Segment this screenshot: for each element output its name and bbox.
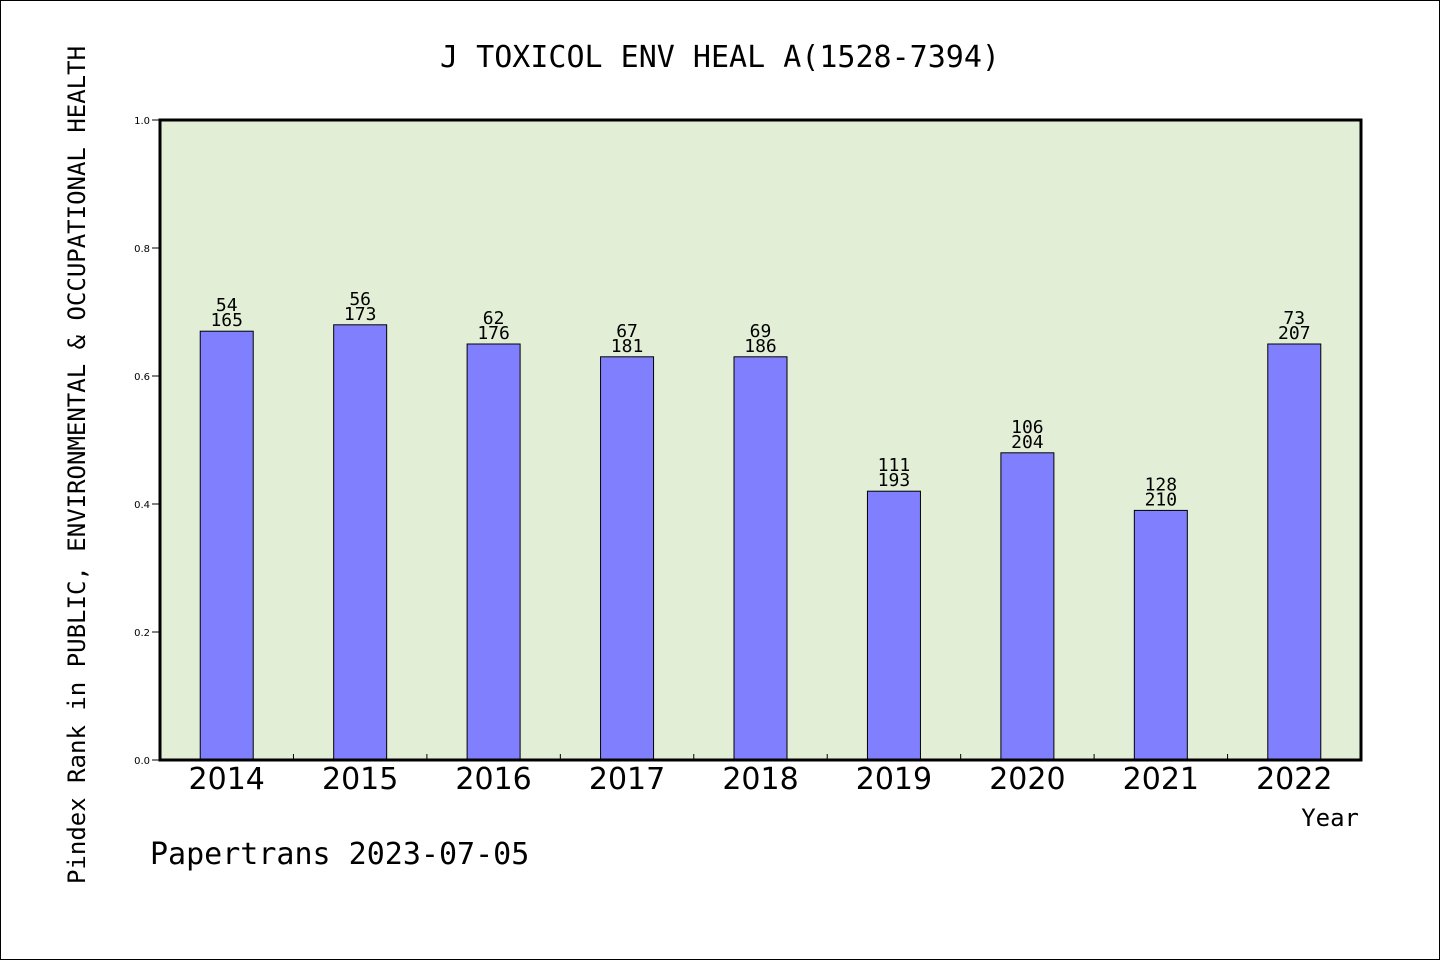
x-tick-label: 2017 — [589, 762, 665, 797]
x-tick-label: 2014 — [189, 762, 265, 797]
bar-total-label: 207 — [1278, 323, 1311, 344]
bar — [1133, 509, 1188, 761]
bar-total-label: 181 — [611, 336, 644, 357]
bar-rank-label: 106 — [1011, 417, 1044, 438]
x-tick-label: 2018 — [722, 762, 798, 797]
bar — [866, 490, 921, 761]
x-tick-label: 2019 — [856, 762, 932, 797]
bar — [733, 356, 788, 761]
bar-rank-label: 73 — [1283, 308, 1305, 329]
bar-rank-label: 56 — [349, 289, 371, 310]
y-tick-label: 0.2 — [134, 628, 150, 639]
y-axis: 0.0 0.2 0.4 0.6 0.8 1.0 — [134, 116, 160, 767]
bar-total-label: 186 — [744, 336, 777, 357]
chart-title: J TOXICOL ENV HEAL A(1528-7394) — [440, 40, 1000, 75]
bar — [333, 324, 388, 761]
bars-group — [199, 324, 1322, 761]
footer-credit: Papertrans 2023-07-05 — [150, 837, 529, 872]
bar-rank-label: 69 — [750, 321, 772, 342]
y-tick-label: 0.8 — [134, 244, 150, 255]
bar — [199, 330, 254, 761]
bar — [1267, 343, 1322, 761]
x-tick-label: 2015 — [322, 762, 398, 797]
x-axis: 2014 2015 2016 2017 2018 2019 2020 2021 2022 — [189, 754, 1332, 797]
bar — [466, 343, 521, 761]
bar-rank-label: 128 — [1145, 474, 1178, 495]
y-tick-label: 0.4 — [134, 500, 150, 511]
bar-total-label: 165 — [210, 310, 243, 331]
bar-rank-label: 62 — [483, 308, 505, 329]
y-tick-label: 0.0 — [134, 756, 150, 767]
bar-total-label: 176 — [477, 323, 510, 344]
y-tick-label: 1.0 — [134, 116, 150, 127]
x-tick-label: 2022 — [1256, 762, 1332, 797]
bar-rank-label: 111 — [878, 455, 911, 476]
bar-total-label: 193 — [878, 470, 911, 491]
y-axis-label: Pindex Rank in PUBLIC, ENVIRONMENTAL & O… — [63, 46, 91, 884]
y-tick-label: 0.6 — [134, 372, 150, 383]
bar — [600, 356, 655, 761]
bar-rank-label: 67 — [616, 321, 638, 342]
x-tick-label: 2016 — [455, 762, 531, 797]
bar-rank-label: 54 — [216, 295, 238, 316]
bar-total-label: 204 — [1011, 432, 1044, 453]
x-tick-label: 2020 — [989, 762, 1065, 797]
bar-total-label: 210 — [1145, 489, 1178, 510]
bar-total-label: 173 — [344, 304, 377, 325]
x-tick-label: 2021 — [1123, 762, 1199, 797]
x-axis-label: Year — [1301, 804, 1359, 832]
plot-border — [158, 118, 1363, 762]
bar — [1000, 452, 1055, 761]
